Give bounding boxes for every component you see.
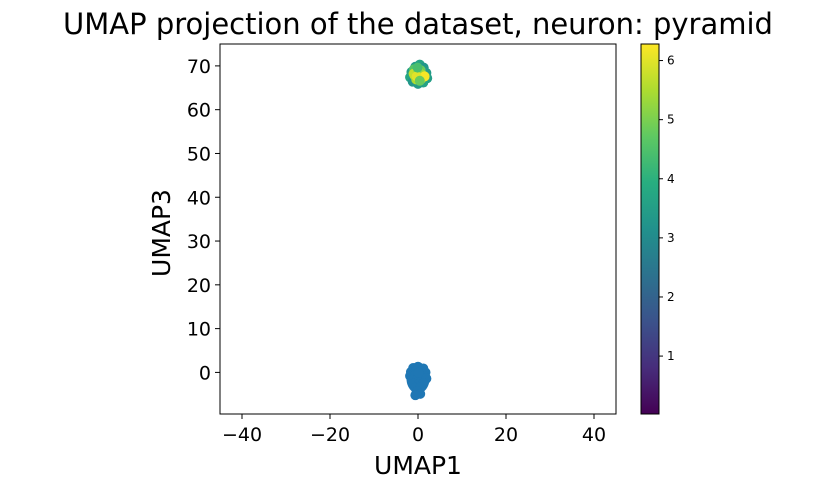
colorbar-tick-label: 3	[667, 231, 675, 245]
y-tick-label: 10	[187, 319, 211, 341]
y-tick-label: 40	[187, 187, 211, 209]
plot-frame	[219, 43, 617, 415]
y-tick-label: 70	[187, 56, 211, 78]
y-tick-label: 60	[187, 100, 211, 122]
y-tick-label: 30	[187, 231, 211, 253]
x-axis-title: UMAP1	[374, 451, 462, 480]
chart-title: UMAP projection of the dataset, neuron: …	[63, 7, 773, 41]
colorbar-tick-label: 2	[667, 290, 675, 304]
x-tick-label: 0	[412, 424, 424, 446]
colorbar-tick-label: 5	[667, 113, 675, 127]
scatter-point	[413, 367, 424, 378]
cluster-layer	[406, 62, 430, 394]
y-tick-label: 50	[187, 143, 211, 165]
y-tick-label: 20	[187, 275, 211, 297]
scatter-point	[412, 62, 423, 73]
y-tick-label: 0	[199, 362, 211, 384]
colorbar-axis: 1 2 3 4 5 6	[659, 54, 675, 363]
x-tick-label: 40	[582, 424, 606, 446]
colorbar-tick-label: 1	[667, 349, 675, 363]
scatter-point	[414, 75, 425, 86]
x-axis: −40 −20 0 20 40	[222, 414, 606, 446]
colorbar-tick-label: 6	[667, 54, 675, 68]
x-tick-label: 20	[494, 424, 518, 446]
colorbar	[640, 43, 660, 415]
colorbar-tick-label: 4	[667, 172, 675, 186]
y-axis: 0 10 20 30 40 50 60 70	[187, 56, 220, 384]
x-tick-label: −20	[310, 424, 350, 446]
points-layer	[405, 59, 433, 401]
y-axis-title: UMAP3	[147, 189, 176, 277]
scatter-point	[410, 390, 421, 401]
x-tick-label: −40	[222, 424, 262, 446]
